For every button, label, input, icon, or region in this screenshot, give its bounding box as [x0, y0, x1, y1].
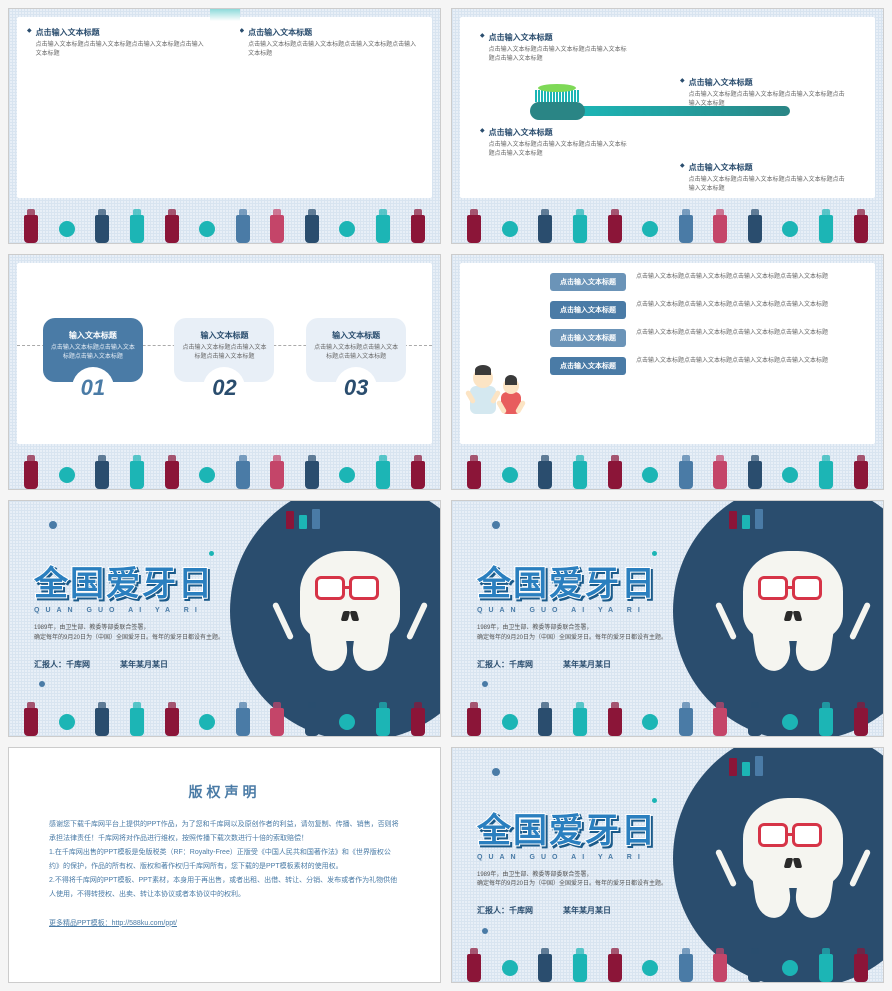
- link-url[interactable]: http://588ku.com/ppt/: [112, 920, 177, 927]
- pinyin-subtitle: QUAN GUO AI YA RI: [34, 607, 284, 614]
- description: 1989年，由卫生部、教委等部委联合签署，确定每年的9月20日为（中国）全国爱牙…: [34, 624, 284, 643]
- date: 某年某月某日: [120, 659, 168, 670]
- tooth-mascot-icon: [733, 551, 853, 691]
- main-title: 全国爱牙日: [477, 803, 727, 852]
- card-2: 输入文本标题点击输入文本标题点击输入文本标题点击输入文本标题02: [174, 318, 274, 409]
- tooth-mascot-icon: [733, 798, 853, 938]
- presenter: 汇报人：千库网: [477, 905, 533, 916]
- s1-c2-body: 点击输入文本标题点击输入文本标题点击输入文本标题点击输入文本标题: [248, 41, 422, 59]
- toothbrush-icon: [530, 102, 790, 120]
- link-label: 更多精品PPT模板：: [49, 920, 112, 927]
- copyright-p1: 感谢您下载千库网平台上提供的PPT作品，为了您和千库网以及原创作者的利益，请勿复…: [49, 818, 400, 846]
- pinyin-subtitle: QUAN GUO AI YA RI: [477, 854, 727, 861]
- presenter: 汇报人：千库网: [477, 659, 533, 670]
- card-1: 输入文本标题点击输入文本标题点击输入文本标题点击输入文本标题01: [43, 318, 143, 409]
- slide-6-title: 全国爱牙日 QUAN GUO AI YA RI 1989年，由卫生部、教委等部委…: [451, 500, 884, 736]
- description: 1989年，由卫生部、教委等部委联合签署，确定每年的9月20日为（中国）全国爱牙…: [477, 871, 727, 890]
- s4-b2: 点击输入文本标题: [550, 301, 626, 319]
- s1-c1-body: 点击输入文本标题点击输入文本标题点击输入文本标题点击输入文本标题: [36, 41, 210, 59]
- slide-7-copyright: 版权声明 感谢您下载千库网平台上提供的PPT作品，为了您和千库网以及原创作者的利…: [8, 747, 441, 983]
- date: 某年某月某日: [563, 905, 611, 916]
- pinyin-subtitle: QUAN GUO AI YA RI: [477, 607, 727, 614]
- slide-4: 点击输入文本标题点击输入文本标题点击输入文本标题点击输入文本标题点击输入文本标题…: [451, 254, 884, 490]
- s2-q3-title: 点击输入文本标题: [489, 127, 630, 138]
- copyright-p2: 1.在千库网出售的PPT模板是免版税类（RF：Royalty-Free）正版受《…: [49, 846, 400, 874]
- s4-b1: 点击输入文本标题: [550, 273, 626, 291]
- s2-q4-body: 点击输入文本标题点击输入文本标题点击输入文本标题点击输入文本标题: [689, 176, 850, 194]
- toothpaste-icon: [210, 8, 240, 57]
- slide-1: 点击输入文本标题点击输入文本标题点击输入文本标题点击输入文本标题点击输入文本标题…: [8, 8, 441, 244]
- s2-q4-title: 点击输入文本标题: [689, 162, 850, 173]
- slide-2: 点击输入文本标题点击输入文本标题点击输入文本标题点击输入文本标题点击输入文本标题…: [451, 8, 884, 244]
- s1-c1-title: 点击输入文本标题: [36, 27, 210, 38]
- slide-8-title: 全国爱牙日 QUAN GUO AI YA RI 1989年，由卫生部、教委等部委…: [451, 747, 884, 983]
- presenter: 汇报人：千库网: [34, 659, 90, 670]
- s2-q1-body: 点击输入文本标题点击输入文本标题点击输入文本标题点击输入文本标题: [489, 46, 630, 64]
- date: 某年某月某日: [563, 659, 611, 670]
- tooth-mascot-icon: [290, 551, 410, 691]
- card-3: 输入文本标题点击输入文本标题点击输入文本标题点击输入文本标题03: [306, 318, 406, 409]
- slide-5-title: 全国爱牙日 QUAN GUO AI YA RI 1989年，由卫生部、教委等部委…: [8, 500, 441, 736]
- bottom-deco: [9, 198, 440, 243]
- s4-b3: 点击输入文本标题: [550, 329, 626, 347]
- main-title: 全国爱牙日: [477, 556, 727, 605]
- main-title: 全国爱牙日: [34, 556, 284, 605]
- s4-b4: 点击输入文本标题: [550, 357, 626, 375]
- kids-icon: [470, 368, 521, 414]
- s1-c2-title: 点击输入文本标题: [248, 27, 422, 38]
- s2-q2-title: 点击输入文本标题: [689, 77, 850, 88]
- s2-q1-title: 点击输入文本标题: [489, 32, 630, 43]
- copyright-title: 版权声明: [49, 778, 400, 806]
- s2-q3-body: 点击输入文本标题点击输入文本标题点击输入文本标题点击输入文本标题: [489, 141, 630, 159]
- description: 1989年，由卫生部、教委等部委联合签署，确定每年的9月20日为（中国）全国爱牙…: [477, 624, 727, 643]
- copyright-p3: 2.不得将千库网的PPT模板、PPT素材，本身用于再出售，或者出租、出借、转让、…: [49, 874, 400, 902]
- slide-3: 输入文本标题点击输入文本标题点击输入文本标题点击输入文本标题01 输入文本标题点…: [8, 254, 441, 490]
